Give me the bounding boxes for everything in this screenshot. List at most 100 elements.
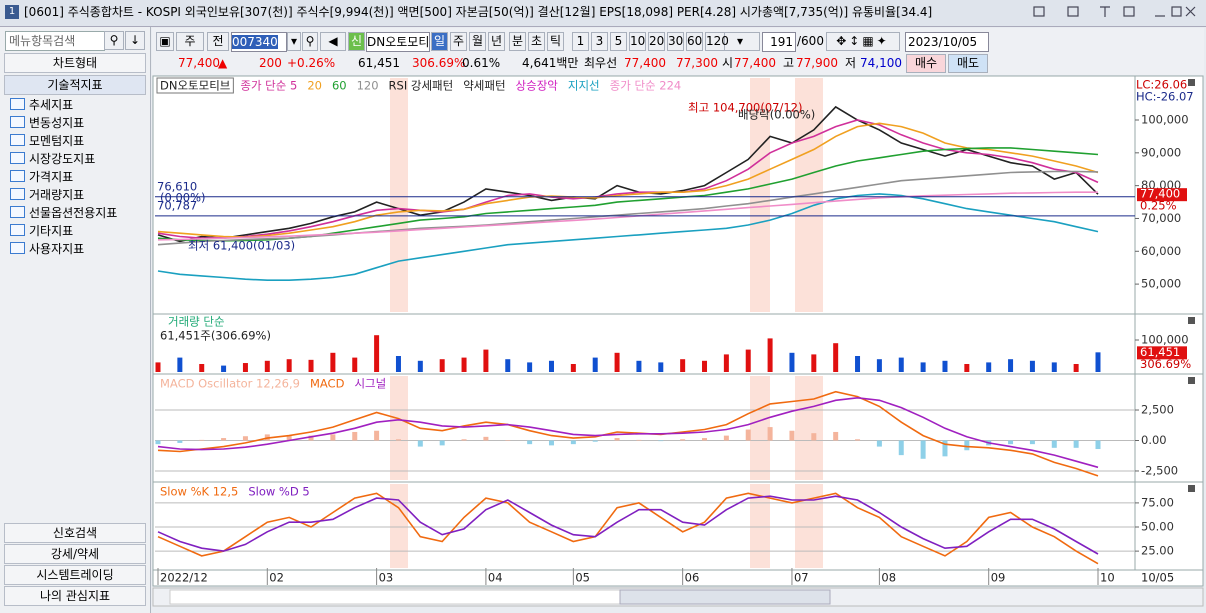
rate: +0.26% bbox=[287, 56, 336, 70]
legend-label: Slow %K 12,5 bbox=[160, 485, 238, 499]
period-button[interactable]: 분 bbox=[509, 32, 526, 51]
search-icon[interactable]: ⚲ bbox=[302, 32, 318, 51]
folder-icon bbox=[10, 224, 25, 236]
scroll-thumb[interactable] bbox=[619, 589, 831, 605]
indicator-folder[interactable]: 추세지표 bbox=[10, 96, 73, 114]
period-button[interactable]: 초 bbox=[528, 32, 545, 51]
icon[interactable]: ▣ bbox=[156, 32, 174, 51]
count-button[interactable]: 3 bbox=[591, 32, 608, 51]
market-select[interactable]: 주 bbox=[176, 32, 204, 51]
folder-label: 추세지표 bbox=[29, 98, 74, 112]
period-button[interactable]: 틱 bbox=[547, 32, 564, 51]
bar bbox=[177, 357, 183, 372]
period-button[interactable]: 년 bbox=[488, 32, 505, 51]
x-tick-label: 07 bbox=[794, 571, 809, 585]
bar bbox=[374, 335, 380, 372]
indicator-folder[interactable]: 기타지표 bbox=[10, 222, 73, 240]
indicator-folder[interactable]: 변동성지표 bbox=[10, 114, 84, 132]
bar bbox=[330, 434, 336, 441]
pattern-band bbox=[750, 484, 770, 568]
volume: 61,451 bbox=[358, 56, 400, 70]
title-bar bbox=[0, 0, 1206, 27]
code: 007340 bbox=[232, 35, 278, 49]
turnover: 0.61% bbox=[462, 56, 501, 70]
buy-button[interactable]: 매수 bbox=[906, 54, 946, 73]
count-button[interactable]: 10 bbox=[629, 32, 646, 51]
bar bbox=[855, 439, 861, 441]
folder-label: 기타지표 bbox=[29, 224, 74, 238]
count-button[interactable]: 120 bbox=[705, 32, 729, 51]
best-label: 최우선 bbox=[584, 56, 618, 70]
bar bbox=[461, 357, 467, 372]
window-controls[interactable] bbox=[1030, 4, 1200, 20]
series-line bbox=[157, 119, 1099, 240]
series-line bbox=[157, 390, 1099, 477]
indicator-folder[interactable]: 시장강도지표 bbox=[10, 150, 95, 168]
code-input[interactable]: 007340 bbox=[231, 32, 287, 52]
annotation: 최저 61,400(01/03) bbox=[188, 239, 295, 253]
sidebar-button[interactable]: 시스템트레이딩 bbox=[4, 565, 146, 585]
count-button[interactable]: 5 bbox=[610, 32, 627, 51]
bar bbox=[548, 440, 554, 446]
folder-icon bbox=[10, 170, 25, 182]
period-button[interactable]: 주 bbox=[450, 32, 467, 51]
hc-lc: LC:26.06 bbox=[1136, 78, 1187, 92]
period-button[interactable]: 월 bbox=[469, 32, 486, 51]
date-input[interactable]: 2023/10/05 bbox=[905, 32, 989, 52]
bar bbox=[527, 440, 533, 445]
last-rate: 306.69% bbox=[1140, 357, 1191, 371]
bar bbox=[221, 365, 227, 372]
tools[interactable]: ✥↕▦✦ bbox=[826, 32, 900, 51]
sidebar-button[interactable]: 나의 관심지표 bbox=[4, 586, 146, 606]
count-button[interactable]: 60 bbox=[686, 32, 703, 51]
dropdown[interactable]: ▾ bbox=[287, 32, 301, 51]
indicator-folder[interactable]: 거래량지표 bbox=[10, 186, 84, 204]
open: 77,400 bbox=[734, 56, 776, 70]
new-tag[interactable]: 신 bbox=[348, 32, 365, 51]
x-tick-label: 08 bbox=[881, 571, 896, 585]
folder-label: 변동성지표 bbox=[29, 116, 85, 130]
bar bbox=[527, 362, 533, 372]
down-button[interactable]: ↓ bbox=[125, 31, 145, 50]
bar bbox=[352, 431, 358, 441]
bar bbox=[942, 440, 948, 457]
bar bbox=[811, 433, 817, 441]
legend-label: 종가 단순 224 bbox=[610, 79, 682, 93]
bar bbox=[898, 440, 904, 456]
period-button[interactable]: 일 bbox=[431, 32, 448, 51]
count-button[interactable]: 30 bbox=[667, 32, 684, 51]
indicator-folder[interactable]: 사용자지표 bbox=[10, 240, 84, 258]
x-tick-label: 02 bbox=[269, 571, 284, 585]
folder-label: 사용자지표 bbox=[29, 242, 85, 256]
series-line bbox=[157, 122, 1099, 239]
count-input[interactable]: 191 bbox=[762, 32, 796, 52]
search-button[interactable]: ⚲ bbox=[104, 31, 124, 50]
sidebar-button[interactable]: 신호검색 bbox=[4, 523, 146, 543]
bar bbox=[592, 440, 598, 442]
bar bbox=[352, 357, 358, 372]
pattern-band bbox=[795, 484, 823, 568]
bar bbox=[876, 359, 882, 372]
count-button[interactable]: 1 bbox=[572, 32, 589, 51]
bar bbox=[614, 438, 620, 441]
panel-subtitle: 61,451주(306.69%) bbox=[160, 329, 271, 343]
bar bbox=[986, 362, 992, 372]
bid: 77,300 bbox=[676, 56, 718, 70]
y-tick-label: 75.00 bbox=[1141, 495, 1174, 509]
tab[interactable]: 기술적지표 bbox=[4, 75, 146, 95]
sidebar-button[interactable]: 강세/약세 bbox=[4, 544, 146, 564]
legend-label: 시그널 bbox=[354, 377, 386, 391]
count-button[interactable]: 20 bbox=[648, 32, 665, 51]
series-line bbox=[157, 495, 1099, 555]
indicator-folder[interactable]: 모멘텀지표 bbox=[10, 132, 84, 150]
legend-label: 지지선 bbox=[568, 79, 600, 93]
folder-icon bbox=[10, 188, 25, 200]
prev-button[interactable]: 전 bbox=[207, 32, 229, 51]
dropdown[interactable]: ▾ bbox=[720, 32, 760, 51]
sell-button[interactable]: 매도 bbox=[948, 54, 988, 73]
indicator-folder[interactable]: 선물옵션전용지표 bbox=[10, 204, 117, 222]
bar bbox=[286, 435, 292, 441]
tab[interactable]: 차트형태 bbox=[4, 53, 146, 73]
speaker[interactable]: ◀ bbox=[320, 32, 346, 51]
indicator-folder[interactable]: 가격지표 bbox=[10, 168, 73, 186]
